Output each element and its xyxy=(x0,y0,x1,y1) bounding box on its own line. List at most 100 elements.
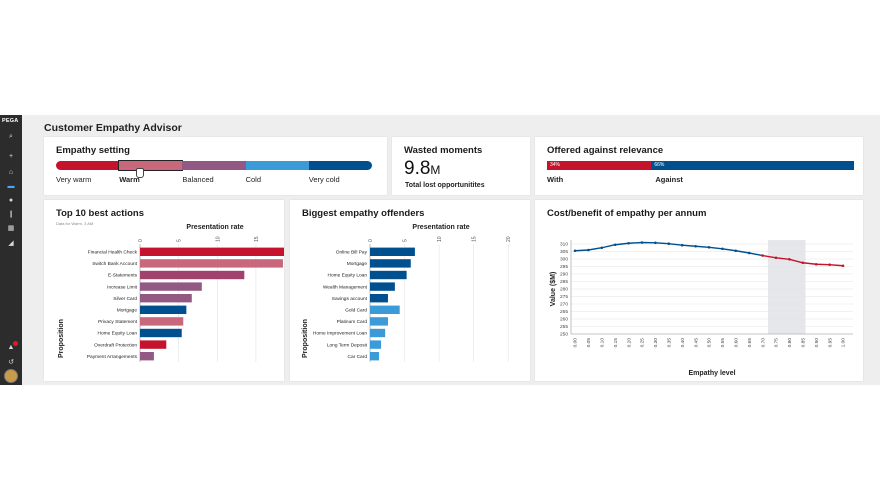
offenders-bar[interactable] xyxy=(370,294,388,303)
cost-data-point[interactable] xyxy=(707,246,711,249)
offenders-title: Biggest empathy offenders xyxy=(302,208,425,219)
top10-chart-title: Presentation rate xyxy=(186,224,244,231)
cost-data-point[interactable] xyxy=(761,254,764,257)
cost-x-tick-label: 0.80 xyxy=(787,338,793,348)
offenders-bar[interactable] xyxy=(370,317,388,326)
cost-data-point[interactable] xyxy=(654,241,657,245)
empathy-level-very-warm[interactable] xyxy=(56,161,120,170)
offenders-bar[interactable] xyxy=(370,247,415,256)
offenders-category-label: Mortgage xyxy=(347,261,368,267)
cost-data-point[interactable] xyxy=(694,244,697,248)
top10-bar[interactable] xyxy=(140,270,245,280)
avatar[interactable] xyxy=(4,369,18,383)
offenders-category-label: Wealth Management xyxy=(323,284,368,290)
cost-data-point[interactable] xyxy=(667,242,671,245)
history-icon[interactable]: ↺ xyxy=(8,358,14,366)
empathy-level-label: Cold xyxy=(245,175,262,184)
top10-bar[interactable] xyxy=(140,328,182,338)
top10-bar[interactable] xyxy=(140,247,284,256)
cost-y-tick-label: 265 xyxy=(560,309,568,315)
top10-bar[interactable] xyxy=(140,340,167,349)
empathy-level-balanced[interactable] xyxy=(182,161,246,170)
relevance-against-segment: 66% xyxy=(651,161,854,170)
notification-icon[interactable]: ▲ xyxy=(7,343,15,351)
empathy-level-warm[interactable] xyxy=(118,160,184,171)
top10-bar[interactable] xyxy=(140,259,283,268)
cost-data-point[interactable] xyxy=(573,249,577,253)
cost-data-point[interactable] xyxy=(680,243,684,247)
cost-x-tick-label: 0.25 xyxy=(640,338,646,348)
offenders-bar[interactable] xyxy=(370,352,379,361)
offenders-tick-label: 5 xyxy=(403,239,409,242)
cost-x-tick-label: 0.05 xyxy=(586,338,592,348)
empathy-level-cold[interactable] xyxy=(245,161,309,170)
offenders-bar[interactable] xyxy=(370,305,400,314)
cost-data-point[interactable] xyxy=(788,258,791,261)
top10-bar[interactable] xyxy=(140,317,184,326)
cost-data-point[interactable] xyxy=(640,241,644,244)
cost-y-axis-label: Value ($M) xyxy=(550,272,557,307)
home-icon[interactable]: ⌂ xyxy=(8,168,14,176)
cost-data-point[interactable] xyxy=(587,248,590,252)
empathy-level-label: Very warm xyxy=(56,175,92,184)
cost-x-tick-label: 0.10 xyxy=(600,338,606,348)
cost-data-point[interactable] xyxy=(627,241,630,245)
cost-y-tick-label: 255 xyxy=(560,324,568,330)
offenders-chart: 0 5 10 15 20 Online Bill Pay Mortgage Home Equi… xyxy=(313,236,512,362)
offenders-chart-title: Presentation rate xyxy=(412,224,470,231)
cost-x-tick-label: 0.30 xyxy=(653,338,659,348)
top10-category-label: Switch Bank Account xyxy=(92,261,137,267)
cost-x-tick-label: 0.70 xyxy=(760,338,766,348)
cost-x-tick-label: 0.00 xyxy=(573,338,579,348)
top10-bar[interactable] xyxy=(140,305,187,314)
main-area: Customer Empathy Advisor Empathy setting… xyxy=(22,115,880,385)
cost-data-point[interactable] xyxy=(841,264,845,268)
cost-x-tick-label: 0.45 xyxy=(693,338,699,348)
cost-data-point[interactable] xyxy=(814,262,818,266)
relevance-bar: 34% 66% xyxy=(547,161,854,170)
chat-icon[interactable]: ● xyxy=(8,196,14,204)
top10-bar[interactable] xyxy=(140,352,154,361)
empathy-level-very-cold[interactable] xyxy=(308,161,372,170)
cost-data-point[interactable] xyxy=(801,261,805,265)
offenders-bar[interactable] xyxy=(370,282,395,291)
cost-data-point[interactable] xyxy=(734,249,738,253)
apps-icon[interactable]: ▦ xyxy=(7,224,15,232)
cost-benefit-card: Cost/benefit of empathy per annum 250 255… xyxy=(535,200,863,381)
relevance-against-label: Against xyxy=(655,175,683,184)
top10-bar[interactable] xyxy=(140,294,192,303)
cost-y-tick-label: 250 xyxy=(560,332,568,338)
wasted-number: 9.8 xyxy=(404,158,431,179)
offenders-bar[interactable] xyxy=(370,328,386,338)
info-icon[interactable]: ❙ xyxy=(8,210,14,218)
notification-badge xyxy=(13,341,18,346)
offenders-bar[interactable] xyxy=(370,259,411,268)
top10-category-label: Overdraft Protection xyxy=(94,342,137,348)
offenders-tick-label: 10 xyxy=(437,236,443,242)
pointer-cursor-icon xyxy=(136,168,144,178)
cost-y-tick-label: 280 xyxy=(560,287,568,293)
cost-data-point[interactable] xyxy=(613,243,617,247)
cost-x-tick-label: 0.65 xyxy=(747,338,753,348)
cost-data-point[interactable] xyxy=(600,246,604,250)
top10-category-label: Payment Arrangements xyxy=(87,354,138,360)
cost-data-point[interactable] xyxy=(774,256,778,260)
empathy-setting-card: Empathy setting Very warm Warm Balanced Col… xyxy=(44,137,387,195)
top10-category-label: Increase Limit xyxy=(107,284,138,290)
top10-bar[interactable] xyxy=(140,282,202,291)
cost-x-tick-label: 0.90 xyxy=(814,338,820,348)
offenders-bar[interactable] xyxy=(370,340,382,349)
offenders-category-label: Home Improvement Loan xyxy=(313,331,367,337)
cost-y-tick-label: 270 xyxy=(560,302,568,308)
cost-data-point[interactable] xyxy=(828,263,831,266)
reports-icon[interactable]: ◢ xyxy=(8,239,14,247)
empathy-slider[interactable] xyxy=(56,160,372,171)
plus-icon[interactable]: + xyxy=(8,152,14,160)
cost-data-point[interactable] xyxy=(721,247,724,251)
cost-y-tick-label: 275 xyxy=(560,294,568,300)
cost-data-point[interactable] xyxy=(747,251,751,255)
inbox-icon[interactable]: ▬ xyxy=(7,182,15,190)
search-icon[interactable]: ⌕ xyxy=(9,132,13,140)
offenders-bar[interactable] xyxy=(370,270,407,280)
